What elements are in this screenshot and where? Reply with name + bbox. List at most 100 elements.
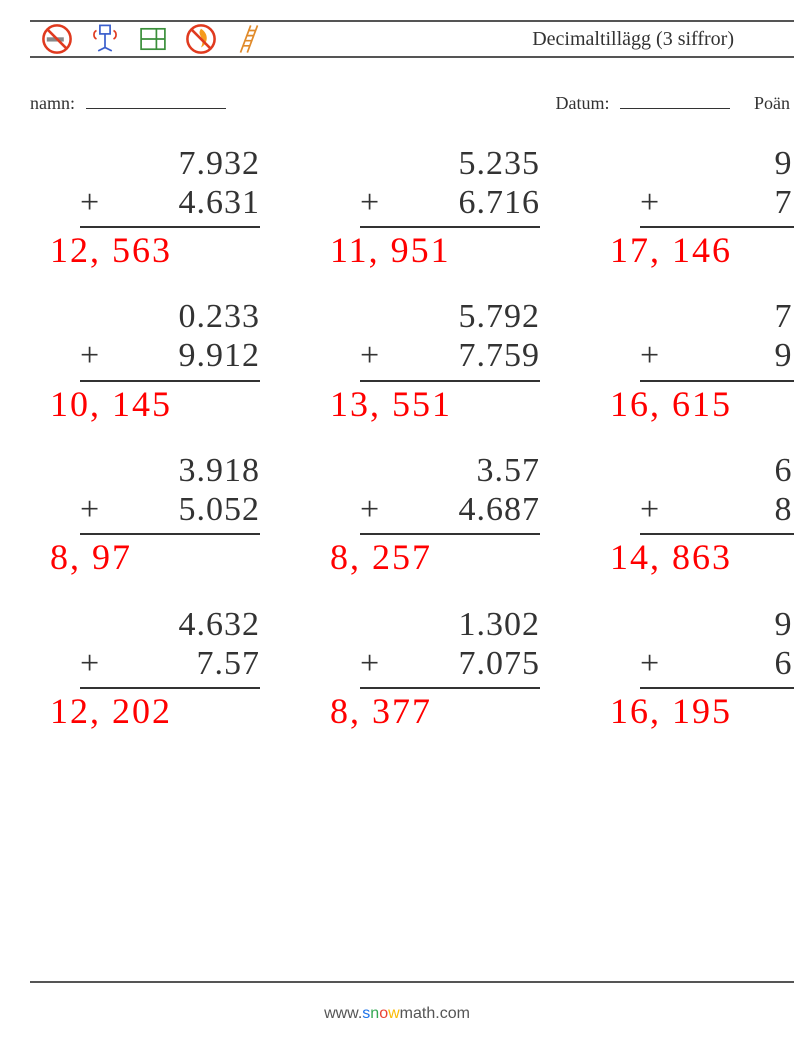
operator: +: [80, 183, 104, 222]
sum-rule: [80, 533, 260, 535]
problem-row: 4.632+7.5712, 202 1.302+7.0758, 377 9.2+6.…: [30, 605, 794, 733]
problem-stack: 6.4+8.3: [640, 451, 794, 535]
operator: +: [80, 490, 104, 529]
problem-stack: 5.235+6.716: [360, 144, 540, 228]
answer: 17, 146: [610, 230, 794, 271]
sum-rule: [80, 687, 260, 689]
problem: 1.302+7.0758, 377: [310, 605, 540, 733]
answer: 13, 551: [330, 384, 540, 425]
answer: 8, 377: [330, 691, 540, 732]
problem: 0.233+9.91210, 145: [30, 297, 260, 425]
addend-top: 5.792: [360, 297, 540, 336]
floor-plan-icon: [136, 22, 170, 56]
problem-stack: 5.792+7.759: [360, 297, 540, 381]
worksheet-page: Decimaltillägg (3 siffror) namn: Datum: …: [0, 0, 794, 1053]
operator: +: [360, 490, 384, 529]
problem: 5.792+7.75913, 551: [310, 297, 540, 425]
operator: +: [360, 183, 384, 222]
no-smoking-icon: [40, 22, 74, 56]
problem: 6.4+8.314, 863: [590, 451, 794, 579]
addend-bottom: 5.052: [104, 490, 260, 529]
problem-row: 3.918+5.0528, 973.57+4.6878, 2576.4+8.31…: [30, 451, 794, 579]
sum-rule: [80, 226, 260, 228]
answer: 10, 145: [50, 384, 260, 425]
addend-bottom: 8.3: [664, 490, 794, 529]
problem-stack: 9.2+6.9: [640, 605, 794, 689]
worksheet-title: Decimaltillägg (3 siffror): [532, 28, 734, 51]
sum-rule: [80, 380, 260, 382]
addend-top: 4.632: [80, 605, 260, 644]
addend-bottom: 7.6: [664, 183, 794, 222]
score-label: Poän: [754, 93, 790, 113]
addend-top: 3.918: [80, 451, 260, 490]
operator-line: +5.052: [80, 490, 260, 529]
answer: 14, 863: [610, 537, 794, 578]
problem: 4.632+7.5712, 202: [30, 605, 260, 733]
date-blank[interactable]: [620, 88, 730, 109]
operator: +: [80, 644, 104, 683]
addend-top: 6.4: [640, 451, 794, 490]
footer: www.snowmath.com: [0, 1005, 794, 1023]
date-label: Datum:: [556, 93, 610, 113]
sum-rule: [360, 533, 540, 535]
answer: 8, 257: [330, 537, 540, 578]
sum-rule: [640, 380, 794, 382]
problem-stack: 3.57+4.687: [360, 451, 540, 535]
problem-row: 0.233+9.91210, 1455.792+7.75913, 5517.0+…: [30, 297, 794, 425]
date-score: Datum: Poän: [556, 88, 794, 114]
sum-rule: [360, 226, 540, 228]
name-field: namn:: [30, 88, 232, 114]
problem: 9.5+7.617, 146: [590, 144, 794, 272]
problem: 3.57+4.6878, 257: [310, 451, 540, 579]
addend-bottom: 6.9: [664, 644, 794, 683]
name-label: namn:: [30, 93, 75, 113]
problem-stack: 1.302+7.075: [360, 605, 540, 689]
addend-bottom: 9.912: [104, 336, 260, 375]
operator: +: [640, 336, 664, 375]
operator: +: [360, 336, 384, 375]
footer-suffix: math.com: [400, 1005, 470, 1022]
addend-top: 0.233: [80, 297, 260, 336]
operator: +: [360, 644, 384, 683]
answer: 8, 97: [50, 537, 260, 578]
addend-bottom: 9.5: [664, 336, 794, 375]
footer-rule: [30, 981, 794, 983]
addend-bottom: 6.716: [384, 183, 540, 222]
operator: +: [640, 490, 664, 529]
problem-stack: 4.632+7.57: [80, 605, 260, 689]
addend-bottom: 7.075: [384, 644, 540, 683]
addend-bottom: 7.759: [384, 336, 540, 375]
addend-bottom: 7.57: [104, 644, 260, 683]
addend-top: 7.932: [80, 144, 260, 183]
operator-line: +7.6: [640, 183, 794, 222]
operator-line: +4.687: [360, 490, 540, 529]
addend-top: 7.0: [640, 297, 794, 336]
operator-line: +9.912: [80, 336, 260, 375]
operator-line: +4.631: [80, 183, 260, 222]
addend-top: 5.235: [360, 144, 540, 183]
problem-stack: 7.932+4.631: [80, 144, 260, 228]
sum-rule: [360, 687, 540, 689]
sum-rule: [640, 533, 794, 535]
answer: 12, 563: [50, 230, 260, 271]
operator: +: [80, 336, 104, 375]
operator-line: +6.716: [360, 183, 540, 222]
fire-alarm-icon: [88, 22, 122, 56]
operator-line: +9.5: [640, 336, 794, 375]
problem: 7.932+4.63112, 563: [30, 144, 260, 272]
no-open-flame-icon: [184, 22, 218, 56]
footer-prefix: www.: [324, 1005, 362, 1022]
answer: 11, 951: [330, 230, 540, 271]
problem-stack: 0.233+9.912: [80, 297, 260, 381]
problems-grid: 7.932+4.63112, 5635.235+6.71611, 9519.5+…: [30, 144, 794, 732]
problem-stack: 3.918+5.052: [80, 451, 260, 535]
problem: 7.0+9.5 16, 615: [590, 297, 794, 425]
answer: 16, 615: [610, 384, 794, 425]
problem-stack: 9.5+7.6: [640, 144, 794, 228]
name-blank[interactable]: [86, 88, 226, 109]
operator-line: +8.3: [640, 490, 794, 529]
header-icons: [30, 22, 266, 56]
problem: 9.2+6.916, 195: [590, 605, 794, 733]
problem: 5.235+6.71611, 951: [310, 144, 540, 272]
problem: 3.918+5.0528, 97: [30, 451, 260, 579]
